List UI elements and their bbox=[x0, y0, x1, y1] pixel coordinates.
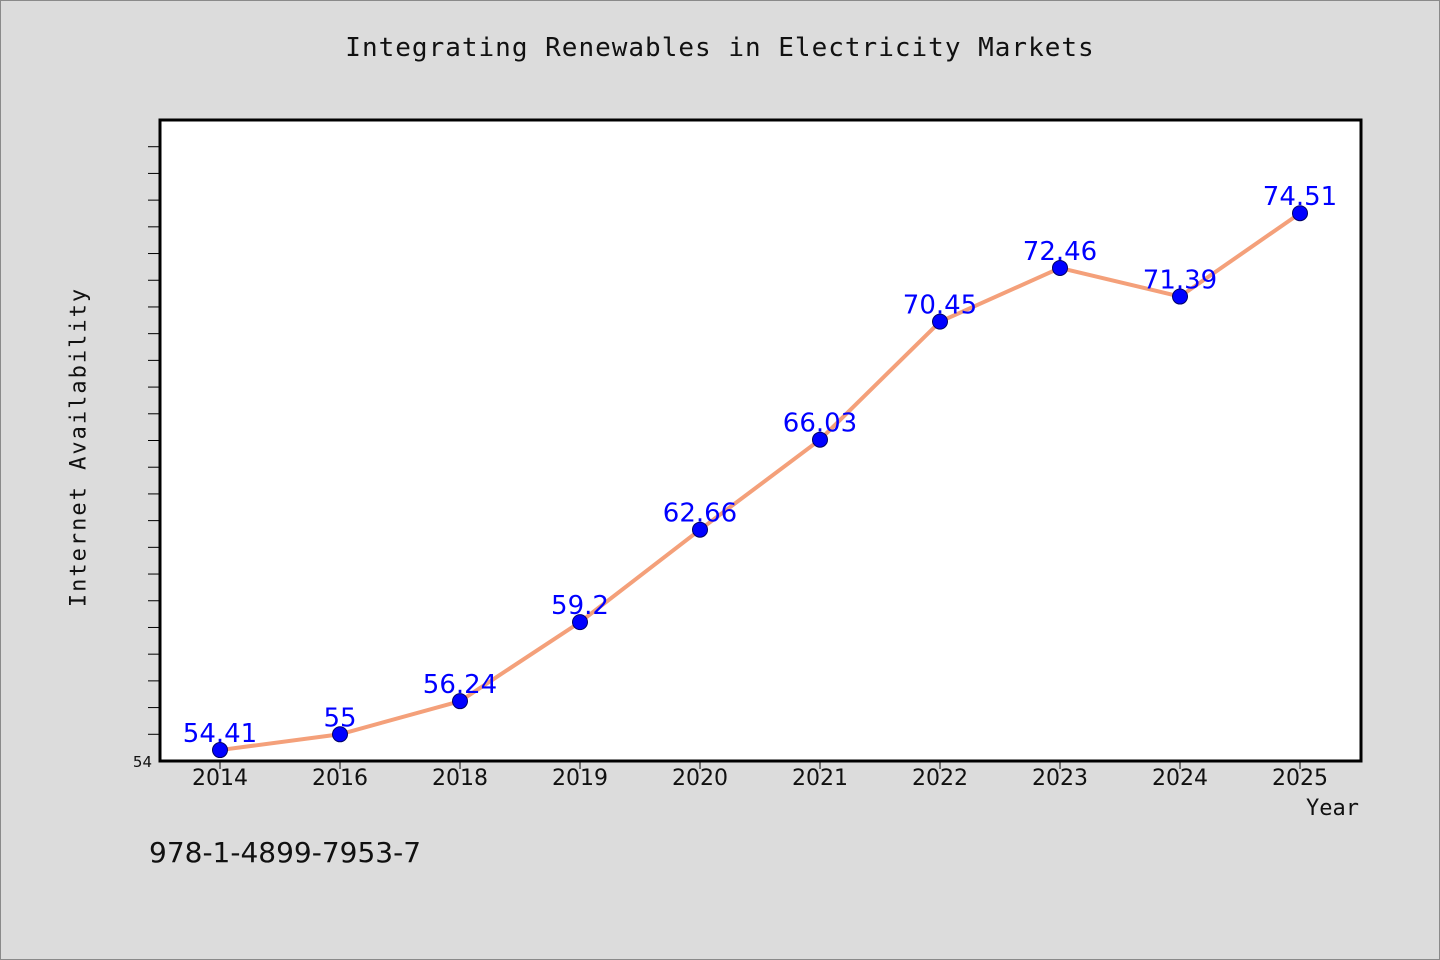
data-point bbox=[212, 742, 228, 759]
data-point bbox=[452, 693, 468, 710]
data-point bbox=[932, 313, 948, 330]
isbn-footer: 978-1-4899-7953-7 bbox=[149, 836, 422, 869]
x-tick-label: 2024 bbox=[1152, 766, 1208, 791]
x-tick-label: 2014 bbox=[192, 766, 248, 791]
data-point bbox=[812, 431, 828, 448]
data-point bbox=[692, 521, 708, 538]
y-tick-label: 54 bbox=[133, 753, 152, 771]
data-label: 56.24 bbox=[423, 670, 497, 700]
data-point bbox=[1052, 259, 1068, 276]
chart-title: Integrating Renewables in Electricity Ma… bbox=[345, 33, 1095, 63]
x-tick-label: 2019 bbox=[552, 766, 608, 791]
data-label: 55 bbox=[323, 703, 356, 733]
x-tick-label: 2022 bbox=[912, 766, 968, 791]
plot-area bbox=[158, 118, 1363, 763]
x-tick-label: 2023 bbox=[1032, 766, 1088, 791]
series-line bbox=[218, 211, 1302, 753]
data-label: 70.45 bbox=[903, 291, 977, 321]
x-tick-label: 2018 bbox=[432, 766, 488, 791]
data-label: 74.51 bbox=[1263, 182, 1337, 212]
data-point bbox=[332, 726, 348, 743]
x-tick-label: 2021 bbox=[792, 766, 848, 791]
data-label: 62.66 bbox=[663, 499, 737, 529]
data-point bbox=[572, 614, 588, 631]
data-point bbox=[1292, 205, 1308, 222]
data-label: 72.46 bbox=[1023, 237, 1097, 267]
x-tick-label: 2020 bbox=[672, 766, 728, 791]
data-point bbox=[1172, 288, 1188, 305]
x-axis-label: Year bbox=[1306, 796, 1359, 821]
x-tick-label: 2025 bbox=[1272, 766, 1328, 791]
data-label: 59.2 bbox=[551, 591, 609, 621]
data-label: 54.41 bbox=[183, 719, 257, 749]
data-label: 66.03 bbox=[783, 409, 857, 439]
x-tick-label: 2016 bbox=[312, 766, 368, 791]
data-label: 71.39 bbox=[1143, 266, 1217, 296]
